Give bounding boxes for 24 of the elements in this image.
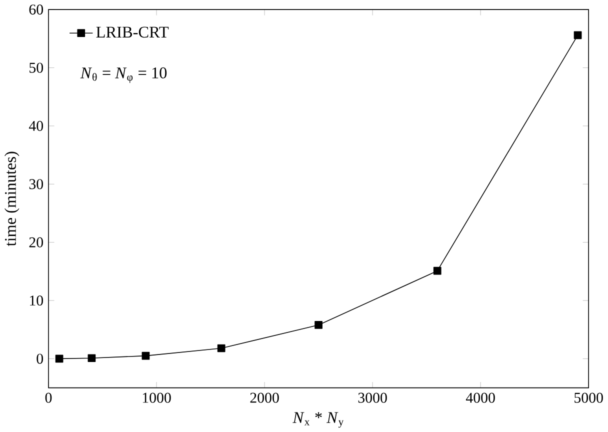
point bbox=[217, 344, 226, 352]
x-tick-label: 3000 bbox=[358, 392, 387, 403]
point bbox=[55, 354, 64, 363]
y-tick-label: 40 bbox=[28, 120, 44, 131]
x-axis-title: N$_{x}$ *N$_{y}$ bbox=[292, 412, 344, 428]
point bbox=[433, 266, 442, 275]
x-tick-label: 5000 bbox=[574, 392, 603, 403]
y-tick-label: 60 bbox=[29, 4, 44, 15]
x-tick-label: 2000 bbox=[250, 392, 279, 403]
y-tick-label: 50 bbox=[30, 62, 44, 73]
annotation: N$_{θ}$ = N$_{φ}$ = 10 bbox=[80, 67, 167, 83]
point bbox=[88, 354, 96, 362]
y-axis-title: time (minutes) bbox=[4, 152, 20, 246]
x-tick-label: 4000 bbox=[466, 392, 495, 403]
point bbox=[142, 352, 150, 360]
y-tick-label: 20 bbox=[29, 237, 44, 248]
legend-label: LRIB-CRT bbox=[96, 26, 169, 38]
point bbox=[574, 31, 582, 40]
x-tick-label: 1000 bbox=[142, 392, 171, 403]
y-tick-label: 0 bbox=[36, 354, 44, 364]
y-tick-label: 30 bbox=[29, 179, 44, 190]
y-tick-label: 10 bbox=[30, 295, 44, 306]
point bbox=[314, 320, 322, 329]
x-tick-label: 0 bbox=[45, 392, 52, 403]
